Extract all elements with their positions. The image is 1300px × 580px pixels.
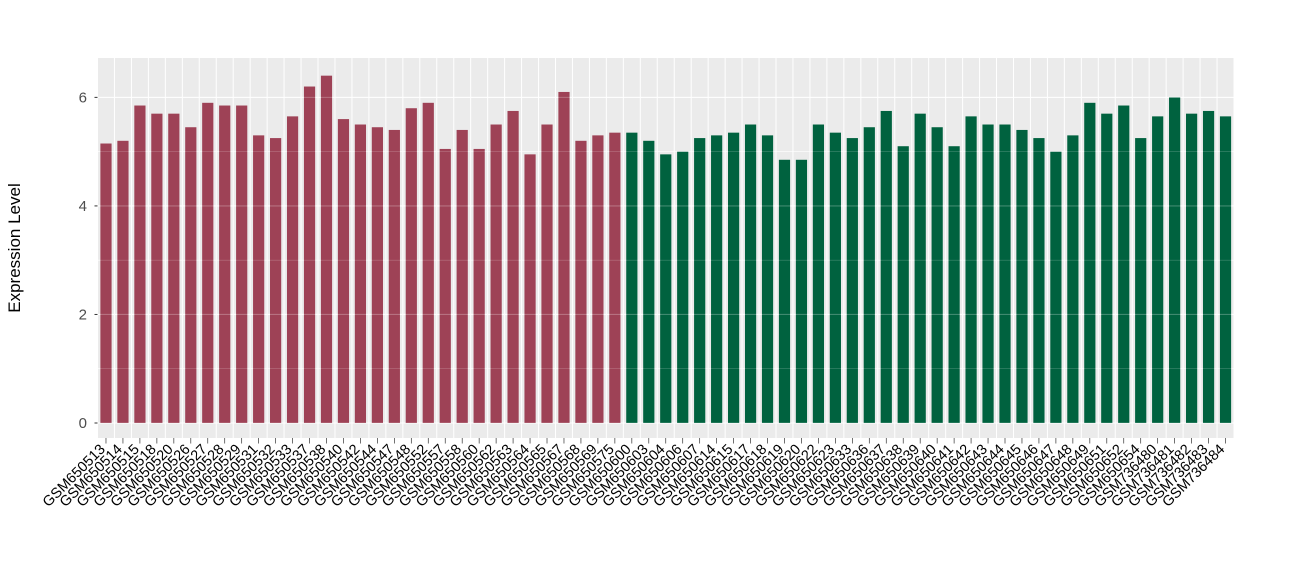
- svg-text:6: 6: [79, 89, 87, 106]
- svg-text:Expression Level: Expression Level: [5, 183, 24, 312]
- svg-text:2: 2: [79, 306, 87, 323]
- svg-text:4: 4: [79, 198, 87, 215]
- svg-text:0: 0: [79, 415, 87, 432]
